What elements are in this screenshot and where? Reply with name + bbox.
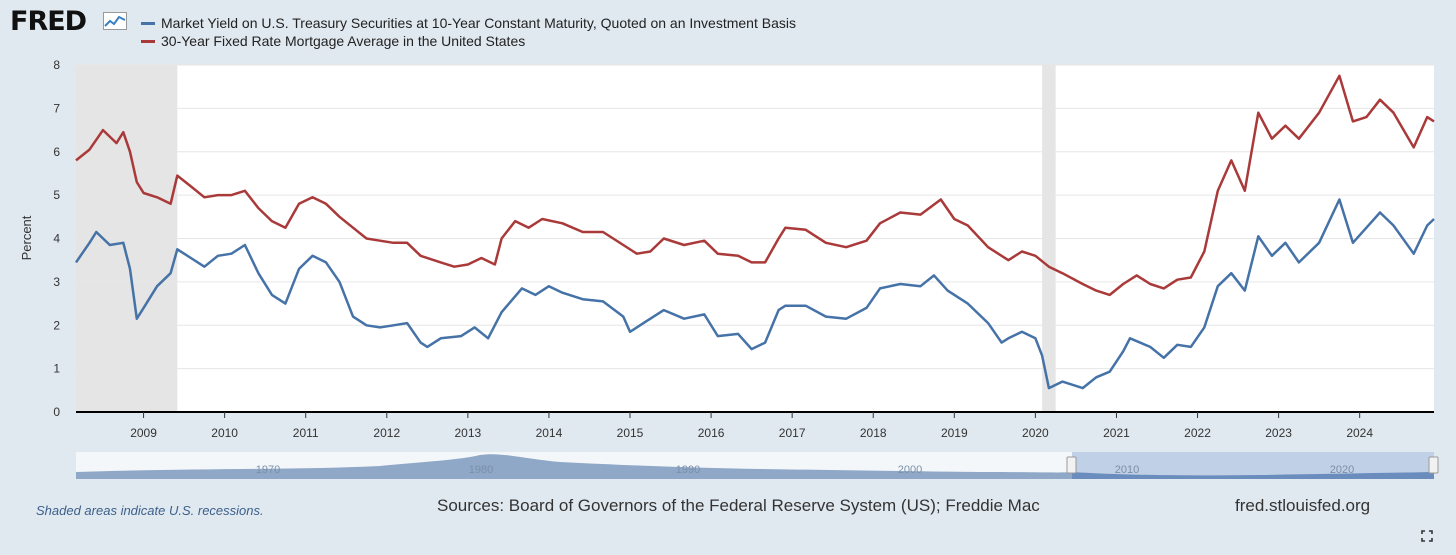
navigator-label-1980: 1980 <box>469 464 493 476</box>
y-tick-label-2: 2 <box>53 318 60 332</box>
fred-url-link[interactable]: fred.stlouisfed.org <box>1235 496 1371 515</box>
x-tick-label-2018: 2018 <box>860 426 887 440</box>
navigator-label-1990: 1990 <box>676 464 700 476</box>
x-tick-label-2024: 2024 <box>1346 426 1373 440</box>
fullscreen-icon[interactable] <box>1421 530 1433 542</box>
y-tick-label-6: 6 <box>53 145 60 159</box>
x-tick-label-2015: 2015 <box>617 426 644 440</box>
recession-note: Shaded areas indicate U.S. recessions. <box>36 503 264 518</box>
series-line-1[interactable] <box>75 74 1435 297</box>
x-tick-label-2022: 2022 <box>1184 426 1211 440</box>
y-tick-label-5: 5 <box>53 188 60 202</box>
legend: Market Yield on U.S. Treasury Securities… <box>141 14 796 50</box>
y-tick-label-7: 7 <box>53 101 60 115</box>
x-tick-label-2017: 2017 <box>779 426 806 440</box>
line-chart-icon <box>103 12 127 30</box>
y-tick-label-4: 4 <box>53 232 60 246</box>
navigator-handle-right[interactable] <box>1428 456 1439 474</box>
navigator-label-2010: 2010 <box>1115 464 1139 476</box>
x-tick-label-2014: 2014 <box>536 426 563 440</box>
navigator-labels: 1970 1980 1990 2000 2010 2020 <box>256 464 1354 476</box>
y-tick-label-3: 3 <box>53 275 60 289</box>
navigator-selection[interactable] <box>1072 452 1434 479</box>
legend-swatch-treasury <box>141 21 155 25</box>
legend-label-treasury: Market Yield on U.S. Treasury Securities… <box>161 15 796 31</box>
y-tick-label-8: 8 <box>53 58 60 72</box>
navigator-label-2020: 2020 <box>1330 464 1354 476</box>
series-layer <box>74 74 1435 390</box>
legend-label-mortgage: 30-Year Fixed Rate Mortgage Average in t… <box>161 33 526 49</box>
y-axis-ticks: 0 1 2 3 4 5 6 7 8 <box>53 58 60 419</box>
navigator-area <box>76 454 1072 479</box>
legend-item-mortgage[interactable]: 30-Year Fixed Rate Mortgage Average in t… <box>141 32 796 50</box>
x-tick-label-2021: 2021 <box>1103 426 1130 440</box>
x-tick-label-2020: 2020 <box>1022 426 1049 440</box>
fred-logo[interactable]: FRED <box>10 6 87 37</box>
legend-swatch-mortgage <box>141 39 155 43</box>
x-tick-label-2012: 2012 <box>373 426 400 440</box>
range-navigator[interactable]: 1970 1980 1990 2000 2010 2020 <box>76 452 1439 479</box>
navigator-area-selected <box>1072 472 1434 479</box>
x-tick-label-2019: 2019 <box>941 426 968 440</box>
y-tick-label-0: 0 <box>53 405 60 419</box>
sources-text: Sources: Board of Governors of the Feder… <box>437 496 1040 515</box>
x-tick-label-2011: 2011 <box>293 426 319 440</box>
y-axis-label: Percent <box>19 215 34 260</box>
navigator-label-2000: 2000 <box>898 464 922 476</box>
x-tick-label-2013: 2013 <box>455 426 482 440</box>
y-tick-label-1: 1 <box>53 362 60 376</box>
legend-item-treasury[interactable]: Market Yield on U.S. Treasury Securities… <box>141 14 796 32</box>
series-line-0[interactable] <box>74 198 1435 390</box>
grid-lines <box>76 64 1434 370</box>
navigator-label-1970: 1970 <box>256 464 280 476</box>
x-axis-ticks: 2009 2010 2011 2012 2013 2014 2015 2016 2017 2018… <box>130 412 1373 440</box>
x-tick-label-2009: 2009 <box>130 426 157 440</box>
line-chart: 2009 2010 2011 2012 2013 2014 2015 2016 2017 2018… <box>19 58 1439 479</box>
x-tick-label-2010: 2010 <box>211 426 238 440</box>
navigator-handle-left[interactable] <box>1066 456 1077 474</box>
x-tick-label-2023: 2023 <box>1265 426 1292 440</box>
x-tick-label-2016: 2016 <box>698 426 725 440</box>
